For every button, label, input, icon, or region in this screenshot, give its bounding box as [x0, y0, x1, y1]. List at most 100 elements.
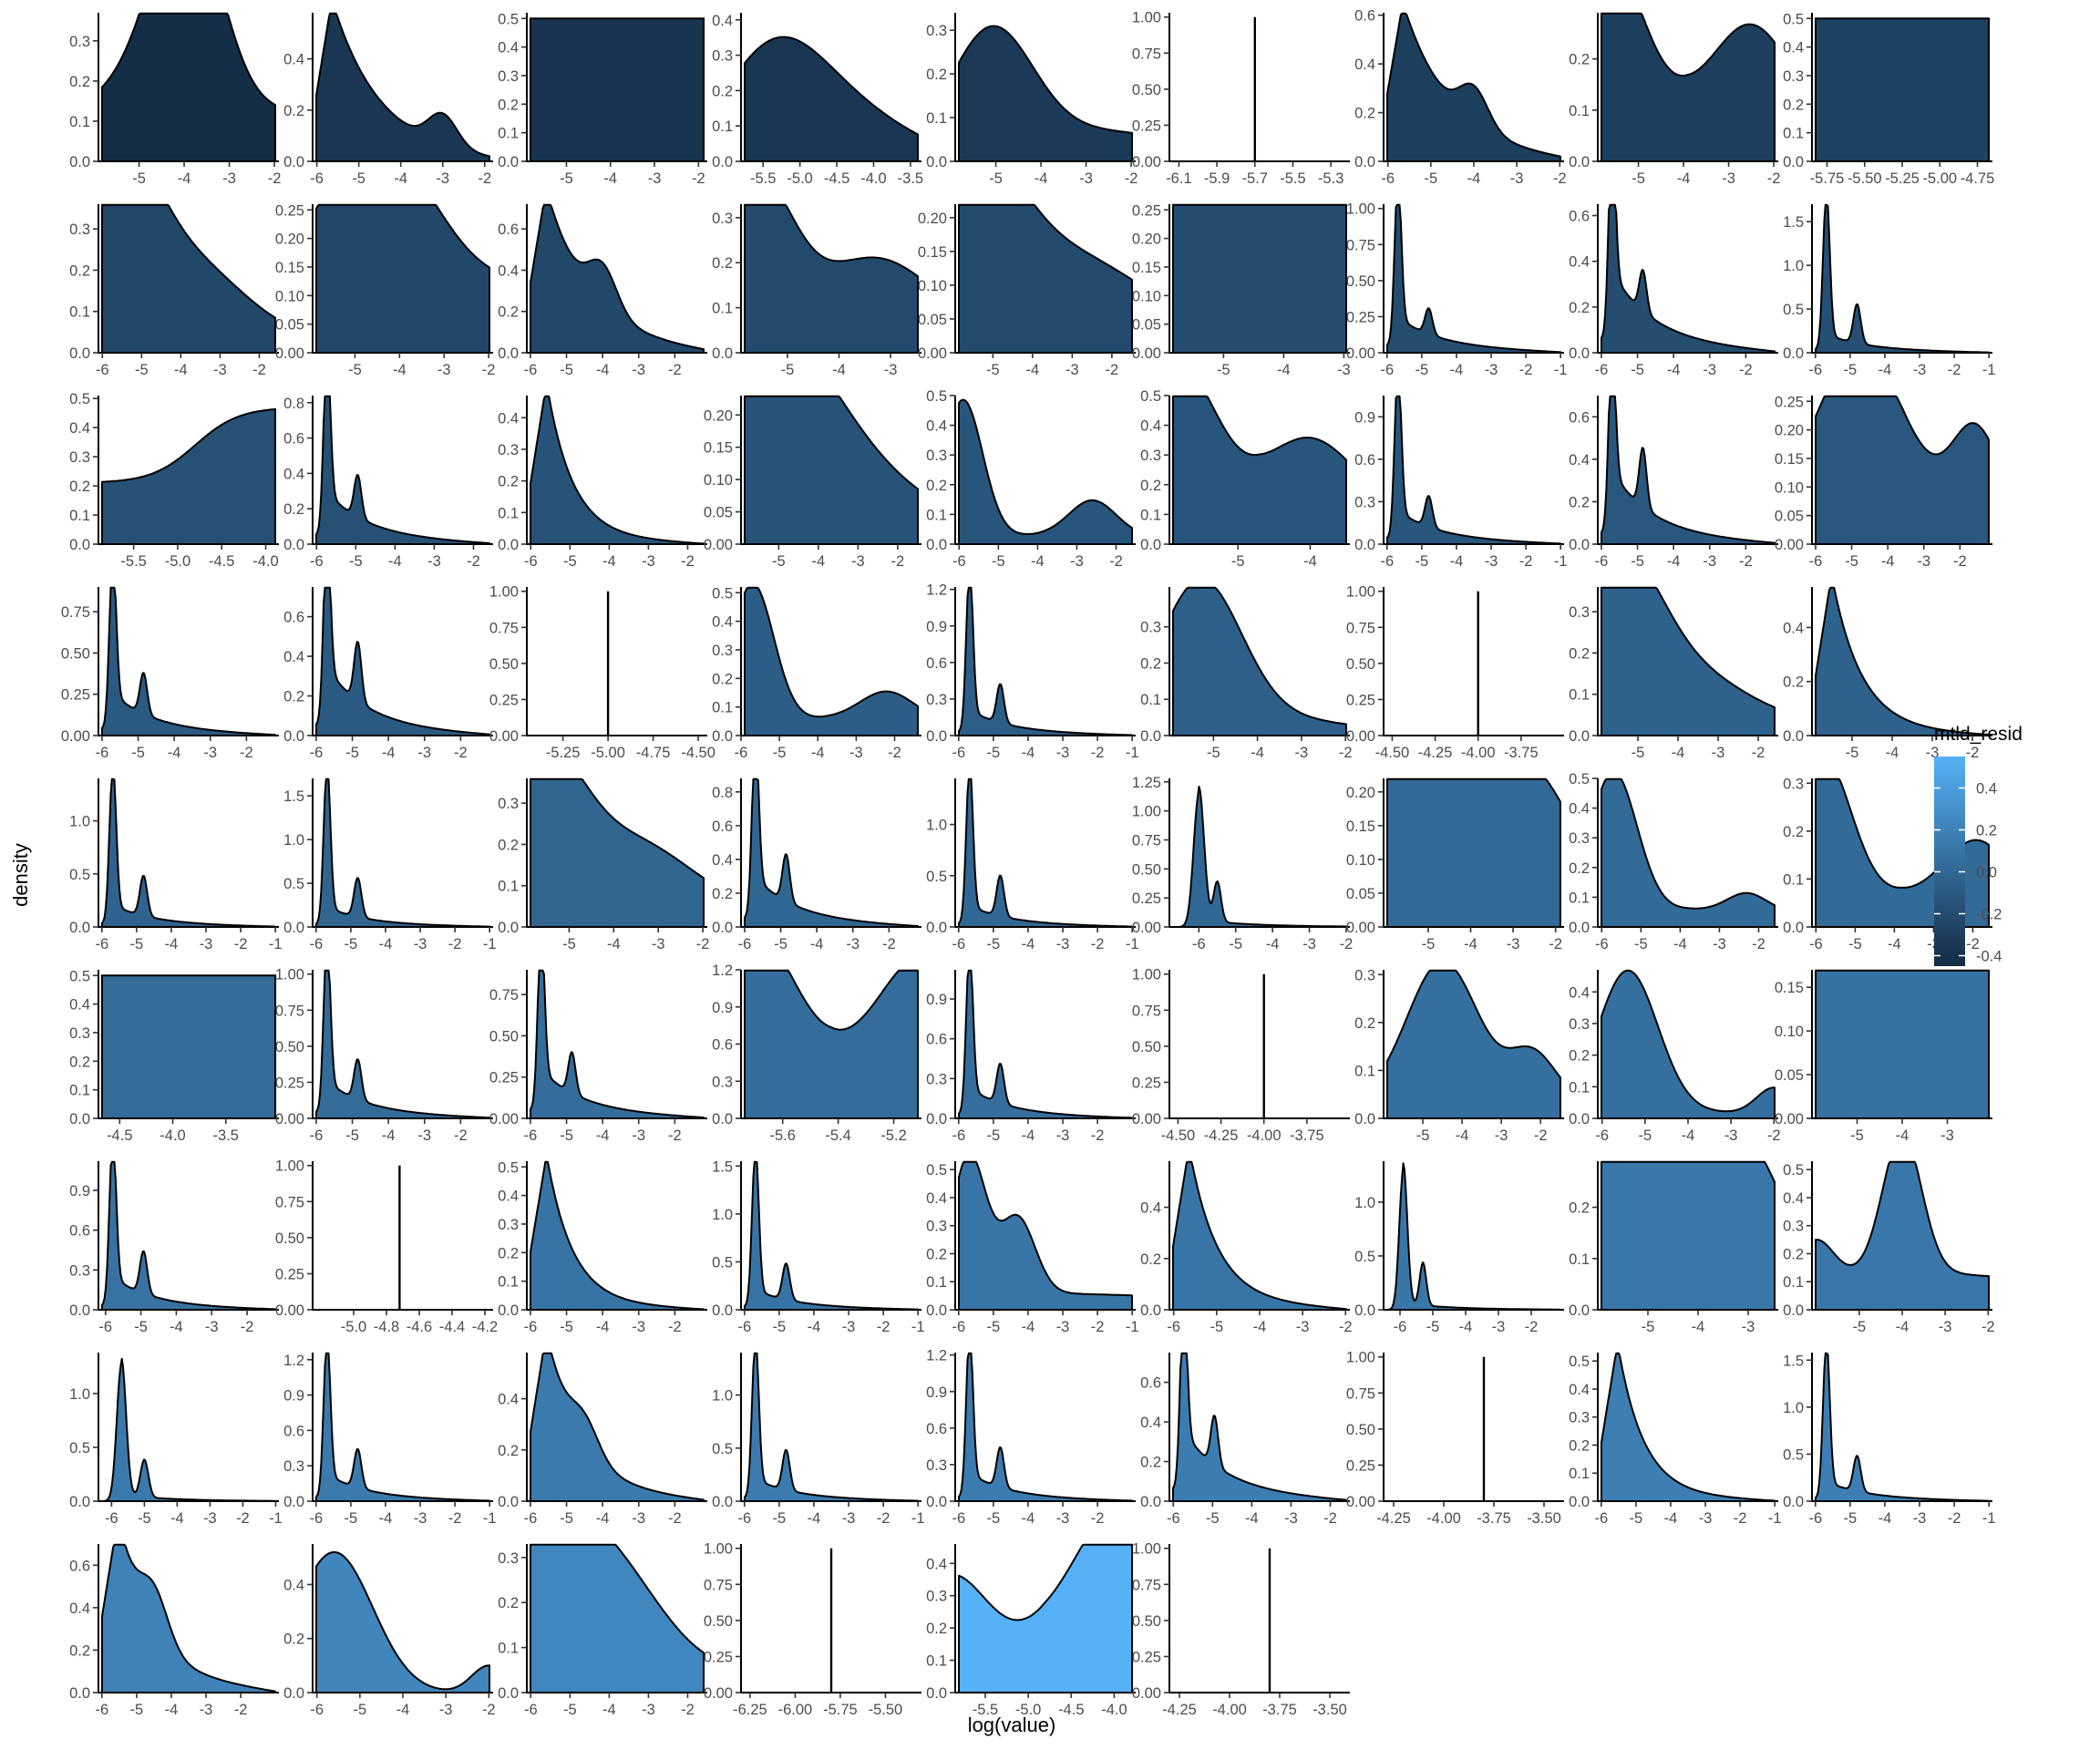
density-area	[958, 398, 1133, 545]
density-area	[1815, 203, 1990, 354]
y-tick-label: 0.05	[1346, 886, 1375, 902]
y-tick-label: 0.4	[498, 262, 519, 279]
x-tick-label: -4	[1664, 1510, 1678, 1527]
x-tick-label: -5	[352, 170, 365, 187]
x-tick-label: -4	[1879, 1510, 1892, 1527]
y-tick-label: 0.0	[1140, 728, 1161, 745]
y-tick-label: 0.4	[1140, 1415, 1161, 1431]
y-tick-label: 0.4	[926, 1190, 947, 1207]
y-tick-label: 0.75	[1346, 620, 1375, 636]
y-tick-label: 0.2	[1140, 1455, 1161, 1471]
x-tick-label: -5	[1416, 1127, 1430, 1144]
facet-panel: 0.0 0.5 1.0 1.5 -6 -5 -4 -3 -2 -1	[283, 777, 497, 952]
facet-panel: 0.0 0.1 0.2 0.3 0.4 -5.5 -5.0 -4.5 -4.0 -3.5	[712, 13, 923, 187]
y-tick-label: 0.0	[1783, 920, 1804, 936]
x-tick-label: -2	[1106, 362, 1119, 378]
x-tick-label: -3	[200, 1702, 213, 1718]
facet-panel: 0.00.20.4-5 -4 -3 -2	[1783, 586, 1992, 761]
density-area	[744, 777, 919, 928]
x-tick-label: -5.00	[1922, 170, 1957, 187]
y-tick-label: 0.9	[283, 1388, 304, 1405]
x-tick-label: -4.50	[681, 745, 715, 761]
x-tick-label: -3	[652, 936, 665, 952]
x-tick-label: -3	[1703, 553, 1716, 570]
x-tick-label: -5	[1206, 1510, 1220, 1527]
x-tick-label: -4	[812, 553, 826, 570]
x-tick-label: -4	[1677, 170, 1691, 187]
y-tick-label: 0.00	[275, 345, 304, 362]
y-tick-label: 0.25	[1132, 890, 1161, 907]
x-tick-label: -1	[911, 1319, 925, 1335]
density-area	[1172, 1352, 1347, 1502]
y-tick-label: 0.10	[275, 288, 304, 304]
x-tick-label: -3	[203, 1510, 217, 1527]
y-tick-label: 0.00	[1346, 728, 1375, 745]
x-tick-label: -4.25	[1376, 1510, 1411, 1527]
x-tick-label: -2	[241, 1319, 254, 1335]
x-tick-label: -3	[1070, 553, 1084, 570]
y-tick-label: 1.5	[283, 788, 304, 805]
y-tick-label: 0.0	[283, 1494, 304, 1510]
x-tick-label: -5.2	[880, 1127, 906, 1144]
x-tick-label: -5	[987, 1510, 1001, 1527]
x-tick-label: -5	[560, 362, 573, 378]
x-tick-label: -2	[1734, 1510, 1747, 1527]
x-tick-label: -3	[1492, 1319, 1506, 1335]
density-area	[530, 1160, 705, 1311]
x-tick-label: -5	[562, 936, 576, 952]
y-tick-label: 0.50	[1346, 656, 1375, 673]
y-tick-label: 0.0	[926, 920, 947, 936]
x-tick-label: -2	[1525, 1319, 1539, 1335]
y-tick-label: 0.05	[918, 312, 947, 328]
y-tick-label: 0.0	[1140, 537, 1161, 553]
y-tick-label: 0.3	[926, 692, 947, 708]
x-tick-label: -4.8	[374, 1319, 399, 1335]
y-tick-label: 0.50	[489, 656, 519, 673]
x-tick-label: -1	[1126, 1319, 1139, 1335]
y-tick-label: 0.1	[1569, 687, 1590, 704]
x-tick-label: -2	[1982, 1319, 1995, 1335]
density-area	[1814, 17, 1991, 163]
facet-panel: 0.0 0.3 0.6 0.9 -6 -5 -4 -3 -2 -1	[1354, 395, 1568, 570]
y-tick-label: 0.0	[1569, 537, 1590, 553]
facet-panel: 0.0 0.2 0.4 0.6 -6 -5 -4 -3 -2	[1354, 8, 1567, 187]
y-tick-label: 0.0	[283, 1685, 304, 1702]
x-tick-label: -2	[478, 170, 491, 187]
y-tick-label: 0.5	[712, 1254, 733, 1271]
x-tick-label: -2	[1752, 936, 1765, 952]
density-area	[1386, 395, 1561, 545]
x-tick-label: -5.75	[1810, 170, 1845, 187]
x-tick-label: -4	[1881, 553, 1895, 570]
y-tick-label: 0.3	[926, 1589, 947, 1605]
x-tick-label: -1	[483, 936, 497, 952]
y-tick-label: 0.3	[69, 449, 90, 466]
y-tick-label: 0.4	[283, 466, 304, 482]
facet-panel: 0.0 0.1 0.2 0.3 -5 -4 -3 -2	[1140, 586, 1353, 761]
x-tick-label: -4	[379, 1510, 393, 1527]
facet-panel: 0.0 0.1 0.2 0.3 0.4 0.5 -5.75 -5.50 -5.25 -5.00 -4…	[1783, 11, 1994, 187]
x-tick-label: -6.1	[1166, 170, 1191, 187]
x-tick-label: -5	[774, 936, 788, 952]
facet-panel: 0.00 0.25 0.50 0.75 -6 -5 -4 -3 -2	[489, 969, 707, 1144]
x-tick-label: -1	[1768, 1510, 1782, 1527]
x-tick-label: -4.00	[1426, 1510, 1461, 1527]
y-tick-label: 0.3	[69, 34, 90, 50]
x-tick-label: -4.00	[1212, 1702, 1247, 1718]
y-tick-label: 0.4	[1569, 1382, 1590, 1398]
x-tick-label: -5	[1632, 745, 1645, 761]
facet-panel: 0.0 0.1 0.2 0.3 -6 -5 -4 -3 -2	[69, 203, 279, 378]
facet-panel: 0.0 0.5 1.0 1.5 -6 -5 -4 -3 -2 -1	[1783, 203, 1996, 378]
x-tick-label: -3	[1713, 936, 1726, 952]
x-tick-label: -2	[1752, 745, 1765, 761]
density-area	[530, 203, 705, 354]
density-area	[958, 1543, 1133, 1693]
y-tick-label: 0.1	[69, 304, 90, 321]
y-tick-label: 0.0	[1569, 345, 1590, 362]
y-tick-label: 0.25	[1346, 309, 1375, 325]
facet-panel: 0.00 0.05 0.10 0.15 0.20 0.25 -5 -4 -3	[1132, 202, 1351, 378]
x-tick-label: -2	[1340, 936, 1354, 952]
y-tick-label: 0.6	[283, 610, 304, 626]
y-tick-label: 0.6	[926, 1032, 947, 1048]
x-tick-label: -4.50	[1375, 745, 1410, 761]
